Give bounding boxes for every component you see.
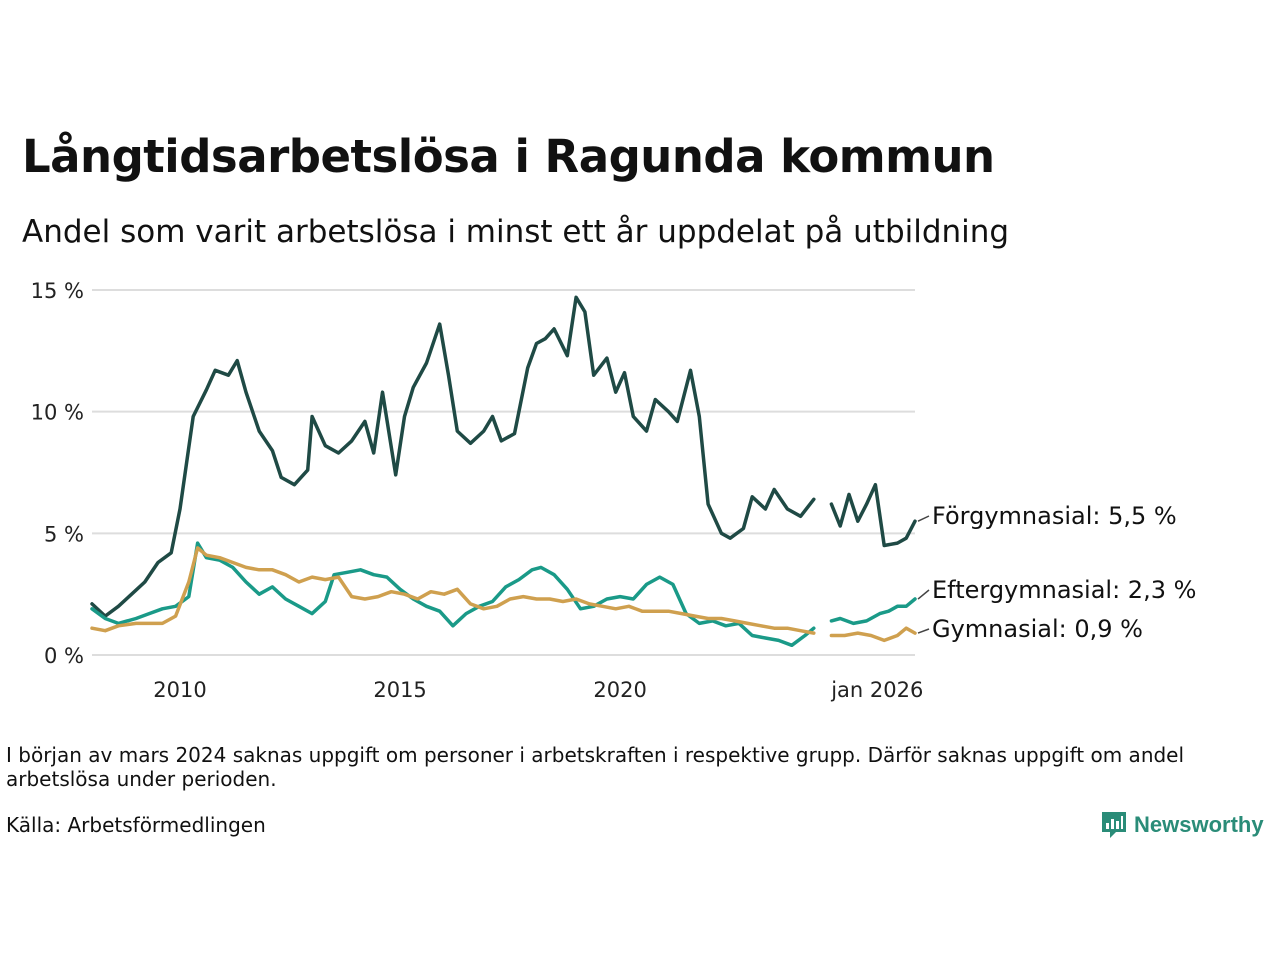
end-label-förgymnasial: Förgymnasial: 5,5 %	[932, 502, 1177, 530]
chart-subtitle: Andel som varit arbetslösa i minst ett å…	[22, 214, 1010, 250]
x-tick-label: 2020	[593, 678, 646, 702]
y-tick-label: 10 %	[31, 401, 84, 425]
series-line-förgymnasial	[829, 482, 917, 548]
x-tick-label: 2010	[153, 678, 206, 702]
end-label-gymnasial: Gymnasial: 0,9 %	[932, 615, 1143, 643]
brand-logo[interactable]: Newsworthy	[1100, 810, 1264, 840]
line-chart: 0 % 5 % 10 % 15 % 2010 2015 2020 jan 2026 Förg…	[31, 279, 1197, 702]
end-label-leader	[917, 589, 930, 600]
x-tick-label: jan 2026	[830, 678, 923, 702]
chart-title: Långtidsarbetslösa i Ragunda kommun	[22, 130, 995, 183]
end-label-leader	[917, 515, 930, 522]
y-tick-label: 0 %	[44, 644, 84, 668]
end-label-leader	[917, 628, 930, 634]
series-line-eftergymnasial	[90, 541, 816, 648]
gridlines	[92, 289, 915, 656]
series-line-eftergymnasial	[829, 597, 917, 626]
y-axis-ticks: 0 % 5 % 10 % 15 %	[31, 279, 84, 668]
source-text: Källa: Arbetsförmedlingen	[6, 813, 266, 837]
footnote: I början av mars 2024 saknas uppgift om …	[6, 743, 1185, 791]
series-line-gymnasial	[90, 546, 816, 635]
newsworthy-logo-icon	[1102, 812, 1126, 838]
end-label-eftergymnasial: Eftergymnasial: 2,3 %	[932, 576, 1196, 604]
series-line-gymnasial	[829, 626, 917, 643]
series-line-förgymnasial	[90, 295, 816, 618]
x-axis-ticks: 2010 2015 2020 jan 2026	[153, 678, 923, 702]
series-lines	[90, 295, 917, 648]
y-tick-label: 5 %	[44, 522, 84, 546]
y-tick-label: 15 %	[31, 279, 84, 303]
brand-name: Newsworthy	[1134, 812, 1264, 837]
x-tick-label: 2015	[373, 678, 426, 702]
end-labels: Förgymnasial: 5,5 % Eftergymnasial: 2,3 %…	[917, 502, 1196, 643]
